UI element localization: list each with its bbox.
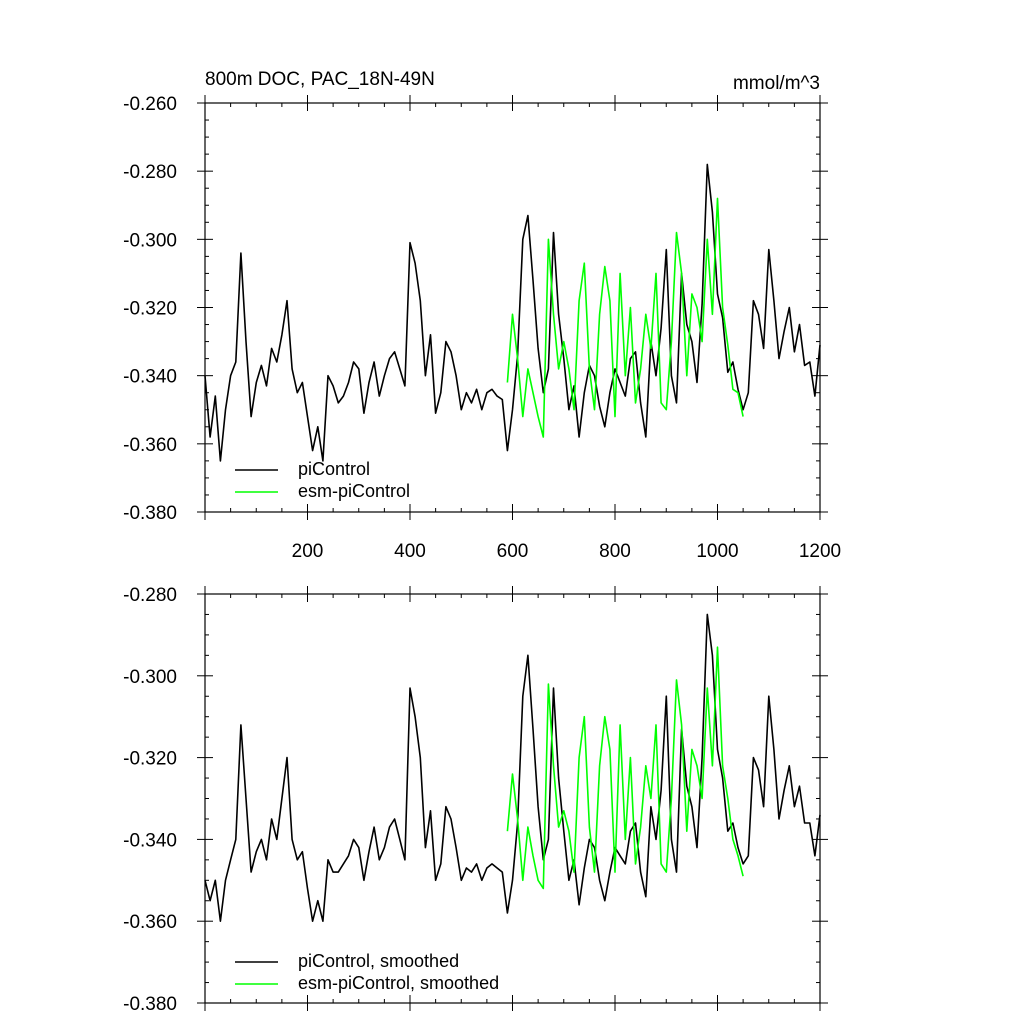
- series-line-esm-picontrol: [506, 197, 744, 438]
- y-tick-label: -0.360: [123, 435, 177, 456]
- x-tick-label: 800: [599, 541, 631, 562]
- y-tick-label: -0.260: [123, 94, 177, 115]
- y-tick-label: -0.300: [123, 230, 177, 251]
- y-tick-label: -0.320: [123, 299, 177, 320]
- y-tick-label: -0.340: [123, 830, 177, 851]
- legend-label: esm-piControl: [298, 481, 410, 501]
- series-line-picontrol: [204, 613, 821, 923]
- x-tick-label: 1200: [799, 541, 841, 562]
- y-tick-label: -0.300: [123, 667, 177, 688]
- top-panel: 800m DOC, PAC_18N-49N mmol/m^3 200 400 600…: [123, 69, 841, 562]
- y-tick-label: -0.380: [123, 503, 177, 524]
- y-tick-label: -0.340: [123, 367, 177, 388]
- series-line-picontrol: [204, 163, 821, 462]
- series-line-esm-picontrol: [506, 646, 744, 890]
- legend-label: piControl: [298, 459, 370, 479]
- x-tick-label: 600: [497, 541, 529, 562]
- units-label: mmol/m^3: [733, 73, 820, 94]
- top-axes: 200 400 600 800 1000 1200 -0.260 -0.280 -0.300 -0…: [123, 94, 841, 562]
- y-tick-label: -0.280: [123, 585, 177, 606]
- chart-title: 800m DOC, PAC_18N-49N: [205, 69, 435, 90]
- plot-frame: [204, 102, 821, 513]
- x-tick-label: 200: [292, 541, 324, 562]
- legend-label: piControl, smoothed: [298, 951, 459, 971]
- y-tick-label: -0.280: [123, 162, 177, 183]
- top-series-group: [204, 163, 821, 462]
- bottom-panel: -0.280 -0.300 -0.320 -0.340 -0.360 -0.380 piC…: [123, 585, 828, 1015]
- bottom-series-group: [204, 613, 821, 923]
- bottom-axes: -0.280 -0.300 -0.320 -0.340 -0.360 -0.380: [123, 585, 828, 1015]
- y-tick-label: -0.380: [123, 994, 177, 1015]
- x-tick-label: 400: [394, 541, 426, 562]
- x-tick-label: 1000: [696, 541, 738, 562]
- legend-label: esm-piControl, smoothed: [298, 973, 499, 993]
- y-tick-label: -0.360: [123, 912, 177, 933]
- y-tick-label: -0.320: [123, 749, 177, 770]
